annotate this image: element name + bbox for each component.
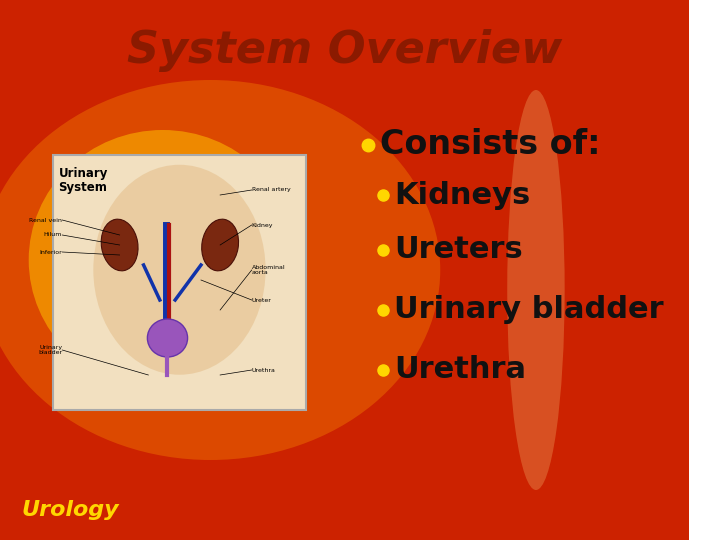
- Text: System Overview: System Overview: [127, 29, 562, 71]
- Text: Hilum: Hilum: [44, 233, 62, 238]
- Ellipse shape: [72, 155, 225, 335]
- Text: Kidney: Kidney: [252, 222, 273, 227]
- Ellipse shape: [202, 219, 238, 271]
- Text: Urinary bladder: Urinary bladder: [395, 295, 664, 325]
- Text: Urethra: Urethra: [395, 355, 526, 384]
- Ellipse shape: [148, 319, 188, 357]
- Text: Abdominal
aorta: Abdominal aorta: [252, 265, 285, 275]
- Text: Urology: Urology: [21, 500, 119, 520]
- Text: System: System: [58, 181, 107, 194]
- Ellipse shape: [94, 165, 266, 375]
- Ellipse shape: [102, 219, 138, 271]
- Text: Ureter: Ureter: [252, 298, 271, 302]
- Text: Kidneys: Kidneys: [395, 180, 531, 210]
- Text: Ureters: Ureters: [395, 235, 523, 265]
- Text: Renal vein: Renal vein: [30, 218, 62, 222]
- FancyBboxPatch shape: [53, 155, 306, 410]
- Text: Urinary
bladder: Urinary bladder: [38, 345, 62, 355]
- Text: Urinary: Urinary: [58, 167, 108, 180]
- Ellipse shape: [0, 80, 440, 460]
- Text: Renal artery: Renal artery: [252, 187, 290, 192]
- Text: Inferior: Inferior: [40, 249, 62, 254]
- Ellipse shape: [29, 130, 297, 390]
- Text: Consists of:: Consists of:: [380, 129, 600, 161]
- Text: Urethra: Urethra: [252, 368, 276, 373]
- Ellipse shape: [507, 90, 564, 490]
